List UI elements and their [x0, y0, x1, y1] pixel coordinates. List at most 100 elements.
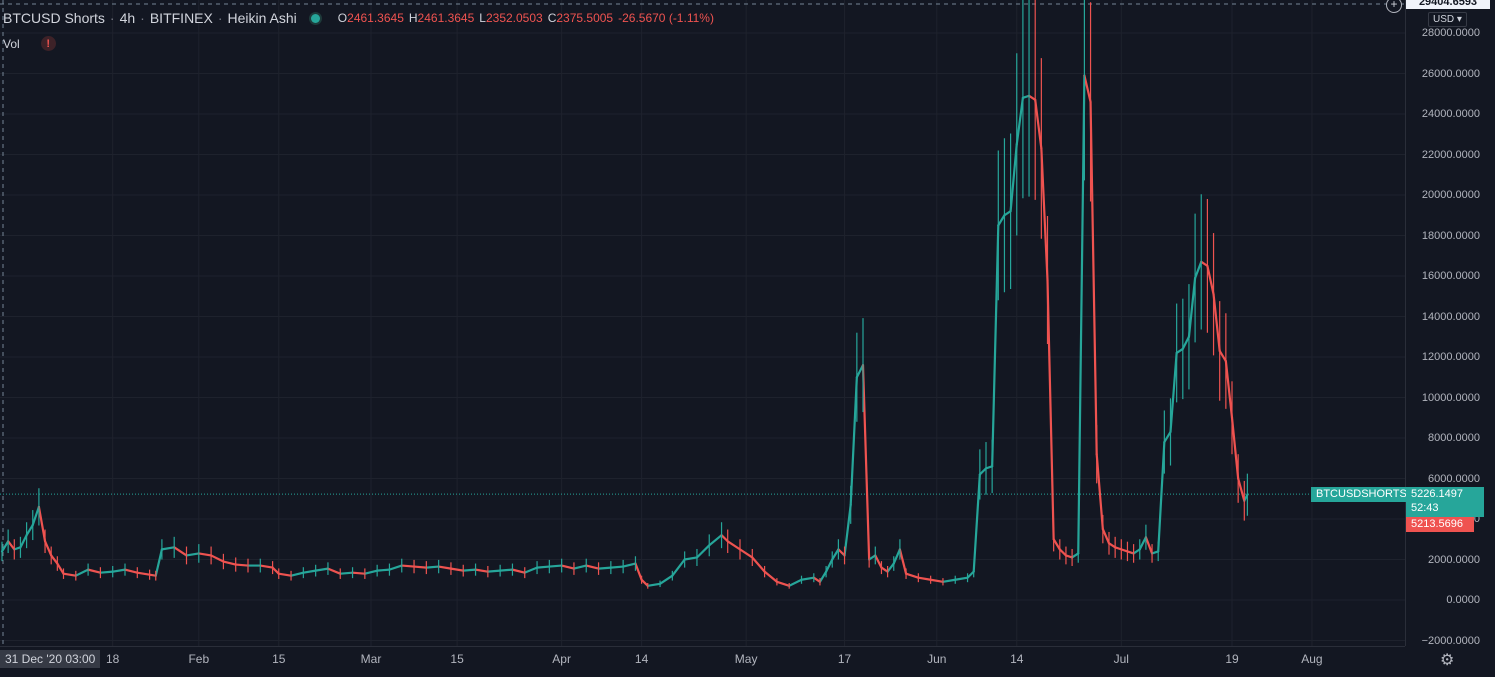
y-tick-label: 0.0000	[1446, 594, 1480, 606]
heikin-ashi-series	[0, 0, 1249, 589]
series-segment	[1157, 440, 1166, 553]
series-segment	[1015, 96, 1025, 146]
series-segment	[1138, 536, 1148, 551]
series-segment	[720, 534, 729, 543]
add-icon[interactable]: +	[1386, 0, 1402, 13]
series-segment	[843, 503, 852, 557]
series-segment	[880, 566, 889, 573]
series-segment	[1206, 264, 1215, 296]
series-segment	[1175, 347, 1184, 355]
series-segment	[1052, 538, 1061, 551]
series-segment	[7, 540, 16, 551]
series-segment	[831, 548, 840, 561]
y-tick-label: 10000.0000	[1421, 391, 1480, 404]
series-segment	[726, 540, 742, 551]
series-segment	[1095, 453, 1104, 531]
series-segment	[1101, 528, 1111, 545]
y-tick-label: 20000.0000	[1421, 189, 1480, 201]
time-axis[interactable]: 31 Dec '20 03:00 18 Feb 15 Mar 15 Apr 14 May 17 J…	[0, 646, 1405, 677]
series-segment	[991, 224, 1000, 468]
chart-style-label: Heikin Ashi	[227, 10, 297, 26]
series-segment	[136, 571, 151, 576]
series-segment	[289, 571, 305, 577]
series-segment	[868, 554, 877, 561]
chart-legend: BTCUSD Shorts · 4h · BITFINEX · Heikin A…	[3, 10, 714, 26]
series-segment	[339, 571, 354, 575]
series-segment	[326, 567, 342, 575]
x-tick-label: 15	[272, 652, 286, 666]
countdown-value: 52:43	[1411, 502, 1439, 515]
x-tick-label: Feb	[188, 652, 210, 666]
series-segment	[597, 566, 612, 570]
last-price-value: 5226.1497	[1411, 488, 1463, 501]
series-segment	[1187, 276, 1197, 338]
series-segment	[376, 568, 391, 572]
y-tick-label: 28000.0000	[1421, 27, 1480, 39]
series-segment	[1193, 260, 1203, 280]
series-segment	[1163, 430, 1172, 444]
series-segment	[572, 564, 588, 570]
price-axis[interactable]: −2000.00000.00002000.00004000.00006000.0…	[1405, 0, 1495, 647]
series-segment	[941, 578, 957, 583]
series-segment	[671, 558, 686, 577]
interval-label[interactable]: 4h	[119, 10, 136, 26]
series-segment	[609, 565, 625, 569]
series-segment	[1200, 260, 1209, 267]
volume-label: Vol	[3, 36, 20, 51]
x-tick-label: Apr	[552, 652, 571, 666]
series-segment	[1089, 100, 1098, 456]
series-segment	[800, 576, 815, 581]
series-segment	[658, 574, 674, 585]
y-tick-label: 2000.0000	[1428, 553, 1480, 566]
series-segment	[271, 566, 280, 575]
crosshair-price-label: 29404.6593	[1406, 0, 1490, 9]
close-value: 2375.5005	[556, 11, 614, 25]
gear-icon[interactable]: ⚙	[1440, 652, 1455, 669]
series-segment	[1070, 552, 1080, 559]
series-segment	[437, 565, 453, 570]
series-segment	[351, 571, 366, 575]
currency-selector[interactable]: USD ▾	[1428, 12, 1467, 27]
x-tick-label: Aug	[1301, 652, 1323, 666]
series-segment	[50, 554, 59, 565]
series-segment	[874, 554, 883, 569]
series-segment	[1181, 335, 1191, 350]
x-tick-label: Jun	[927, 652, 947, 666]
series-segment	[154, 548, 163, 577]
warning-icon[interactable]: !	[40, 36, 56, 51]
series-segment	[775, 580, 791, 587]
series-segment	[892, 548, 902, 565]
series-segment	[210, 554, 225, 563]
series-segment	[160, 546, 176, 551]
series-segment	[812, 576, 822, 583]
high-value: 2461.3645	[417, 11, 475, 25]
series-segment	[640, 578, 649, 587]
series-segment	[1034, 98, 1043, 150]
series-segment	[1218, 349, 1227, 363]
series-segment	[25, 523, 34, 537]
series-segment	[849, 376, 858, 506]
series-segment	[474, 568, 489, 573]
series-segment	[1230, 416, 1240, 480]
series-segment	[683, 556, 699, 561]
symbol-name[interactable]: BTCUSD Shorts	[3, 10, 105, 26]
series-segment	[929, 578, 945, 583]
series-segment	[314, 567, 330, 572]
symbol-tag: BTCUSDSHORTS	[1311, 487, 1412, 503]
series-segment	[898, 548, 908, 575]
change-value: -26.5670 (-1.11%)	[618, 11, 714, 25]
series-segment	[111, 568, 127, 573]
y-tick-label: −2000.0000	[1421, 634, 1480, 647]
series-segment	[954, 576, 969, 581]
market-status-icon[interactable]	[310, 13, 320, 23]
y-tick-label: 24000.0000	[1421, 108, 1480, 120]
y-tick-label: 16000.0000	[1421, 270, 1480, 282]
x-tick-label: 19	[1225, 652, 1239, 666]
series-segment	[763, 570, 779, 583]
series-segment	[363, 569, 379, 575]
series-segment	[37, 505, 47, 543]
volume-indicator[interactable]: Vol !	[3, 36, 56, 51]
ohlc-values: O2461.3645 H2461.3645 L2352.0503 C2375.5…	[337, 11, 714, 25]
crosshair-time-label: 31 Dec '20 03:00	[0, 650, 101, 668]
